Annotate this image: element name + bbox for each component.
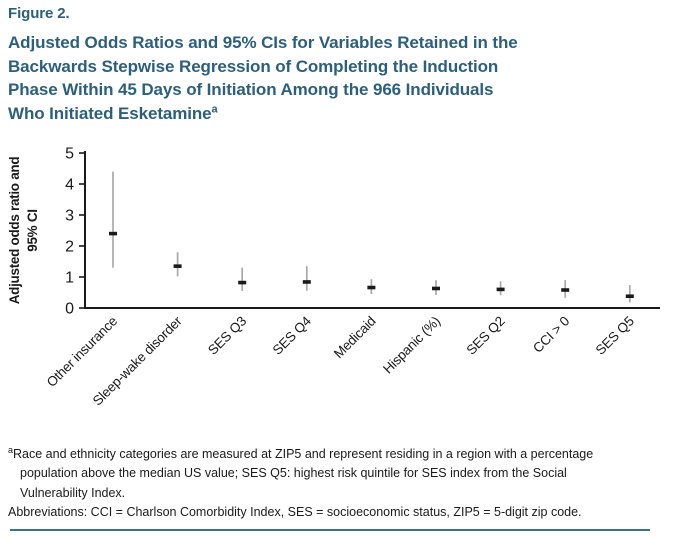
figure-title: Adjusted Odds Ratios and 95% CIs for Var… [8,31,674,125]
y-tick-label: 0 [65,301,74,318]
bottom-divider-rule [10,529,650,532]
footnote-a-text: Race and ethnicity categories are measur… [13,447,594,461]
x-category-label: Hispanic (%) [380,314,443,377]
y-tick-label: 2 [65,239,74,256]
x-category-label: SES Q3 [205,314,249,358]
or-point-marker [625,294,634,299]
footnote-a-marker: a [8,444,14,455]
x-category-label: SES Q4 [270,313,315,358]
or-point-marker [432,286,440,291]
figure-title-line-text: Who Initiated Esketamine [8,103,212,123]
footnote-a-line: population above the median US value; SE… [20,466,567,481]
x-category-label: SES Q5 [593,314,637,358]
or-point-marker [367,285,376,290]
figure-footnotes: aRace and ethnicity categories are measu… [8,445,674,522]
footnote-a-line: aRace and ethnicity categories are measu… [8,445,674,464]
y-tick-label: 4 [65,177,74,194]
abbreviations-line: Abbreviations: CCI = Charlson Comorbidit… [8,504,582,519]
figure-title-line: Phase Within 45 Days of Initiation Among… [8,80,494,99]
or-point-marker [561,288,570,292]
figure-title-line: Who Initiated Esketaminea [8,102,674,126]
footnote-a-line: Vulnerability Index. [20,485,126,500]
figure-title-line: Backwards Stepwise Regression of Complet… [8,56,499,76]
figure-title-footnote-marker: a [211,102,218,115]
y-tick-label: 5 [65,146,74,163]
or-point-marker [238,280,247,285]
or-point-marker [302,280,311,284]
x-category-label: SES Q2 [463,314,507,358]
y-tick-label: 3 [65,208,74,225]
x-category-label: Medicaid [331,314,379,362]
x-category-label: CCI > 0 [530,314,572,356]
or-point-marker [173,264,182,268]
or-point-marker [496,287,505,292]
y-axis-title-line: 95% CI [25,209,40,251]
or-point-marker [109,231,117,236]
y-tick-label: 1 [65,270,74,287]
y-axis-title-line: Adjusted odds ratio and [7,157,22,305]
odds-ratio-chart: 0 1 2 3 4 5 Adjusted odds ratio and 95% CI Other… [0,142,674,439]
figure-number-label: Figure 2. [8,5,70,22]
axes-spines [84,151,660,309]
figure-title-line: Adjusted Odds Ratios and 95% CIs for Var… [8,33,518,52]
